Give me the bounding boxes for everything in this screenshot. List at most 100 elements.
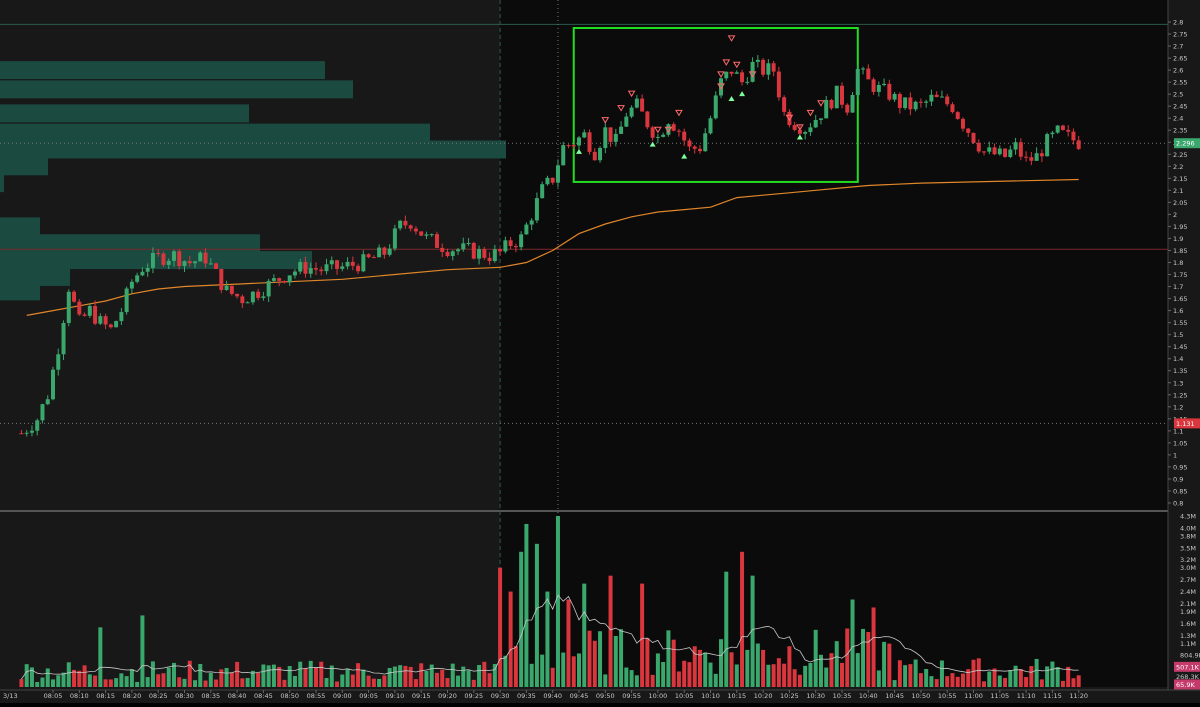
volume-bar — [545, 591, 550, 687]
candle-body — [897, 93, 902, 108]
volume-tag-low-bg — [1174, 679, 1200, 690]
volume-bar — [29, 667, 34, 687]
price-axis-label: 2.35 — [1173, 127, 1187, 135]
candle-body — [1034, 153, 1039, 161]
volume-bar — [350, 674, 355, 687]
volume-bar — [782, 663, 787, 687]
volume-bar — [955, 676, 960, 687]
candle-body — [960, 118, 965, 129]
candle-body — [324, 264, 329, 272]
volume-axis-label: 3.5M — [1180, 544, 1196, 552]
candle-body — [256, 291, 261, 298]
volume-bar — [271, 664, 276, 687]
volume-profile-bar — [0, 123, 430, 142]
volume-bar — [903, 665, 908, 687]
candle-body — [1066, 129, 1071, 132]
candle-body — [945, 96, 950, 105]
sell-marker — [748, 71, 757, 78]
volume-bar — [645, 637, 650, 687]
sell-marker — [806, 109, 815, 117]
candle-body — [219, 268, 224, 290]
candle-body — [866, 68, 871, 80]
volume-bar — [540, 654, 545, 687]
volume-axis-label: 2.1M — [1180, 600, 1196, 608]
volume-bar — [434, 672, 439, 687]
volume-axis-label: 804.9K — [1180, 651, 1200, 659]
candle-body — [603, 127, 608, 148]
volume-bar — [282, 679, 287, 687]
candle-body — [403, 220, 408, 226]
volume-bar — [850, 599, 855, 687]
volume-bar — [918, 673, 923, 687]
candle-body — [1045, 134, 1050, 157]
volume-bar — [861, 628, 866, 687]
candle-body — [976, 142, 981, 152]
volume-axis-label: 3.8M — [1180, 532, 1196, 540]
sell-marker — [717, 83, 725, 90]
volume-bar — [976, 658, 981, 687]
volume-bar — [882, 641, 887, 687]
candle-body — [82, 314, 87, 316]
price-axis-label: 1.7 — [1173, 283, 1183, 291]
sell-marker — [627, 90, 636, 98]
time-axis-label: 08:35 — [201, 692, 220, 700]
price-axis-label: 2.8 — [1173, 19, 1183, 27]
volume-bar — [277, 666, 282, 687]
volume-bar — [692, 646, 697, 687]
candle-body — [482, 249, 487, 258]
sell-marker — [675, 109, 683, 117]
volume-bar — [524, 523, 529, 687]
candle-body — [119, 312, 124, 322]
candle-body — [766, 63, 771, 75]
volume-bar — [87, 674, 92, 687]
candle-body — [887, 83, 892, 100]
candle-body — [424, 234, 429, 236]
volume-bar — [682, 660, 687, 687]
candle-body — [861, 68, 866, 70]
volume-profile-bar — [0, 267, 70, 286]
volume-bar — [377, 678, 382, 687]
volume-bar — [766, 664, 771, 687]
volume-bar — [156, 674, 161, 687]
price-axis-label: 1.65 — [1173, 295, 1187, 303]
candle-body — [1071, 131, 1076, 141]
volume-bar — [787, 646, 792, 687]
time-axis-label: 08:15 — [96, 692, 115, 700]
volume-bar — [214, 679, 219, 687]
candle-body — [235, 293, 240, 297]
candle-body — [392, 228, 397, 249]
volume-tag-current-bg — [1174, 661, 1200, 672]
candle-body — [640, 98, 645, 112]
volume-bar — [1024, 677, 1029, 687]
volume-bar — [624, 667, 629, 687]
level-price-tag: 1.131 — [1176, 420, 1195, 428]
candle-body — [971, 132, 976, 143]
candle-body — [1050, 132, 1055, 135]
volume-bar — [145, 677, 150, 687]
price-axis-label: 2.2 — [1173, 163, 1183, 171]
time-axis-label: 10:00 — [649, 692, 668, 700]
candle-body — [645, 111, 650, 128]
candle-body — [498, 249, 503, 252]
candle-body — [550, 177, 555, 183]
volume-bar — [1066, 666, 1071, 687]
candle-body — [503, 240, 508, 252]
candle-body — [561, 145, 566, 166]
volume-bar — [818, 654, 823, 687]
price-axis-label: 1.45 — [1173, 343, 1187, 351]
volume-bar — [598, 631, 603, 687]
volume-bar — [424, 670, 429, 687]
volume-bar — [229, 672, 234, 687]
candle-body — [719, 78, 724, 96]
volume-axis-label: 3.2M — [1180, 556, 1196, 564]
candle-body — [366, 254, 371, 258]
volume-bar — [187, 660, 192, 687]
candle-body — [613, 133, 618, 142]
candle-body — [845, 104, 850, 113]
volume-bar — [1034, 658, 1039, 687]
volume-bar — [1055, 667, 1060, 687]
volume-bar — [261, 664, 266, 687]
sell-marker — [796, 124, 804, 131]
